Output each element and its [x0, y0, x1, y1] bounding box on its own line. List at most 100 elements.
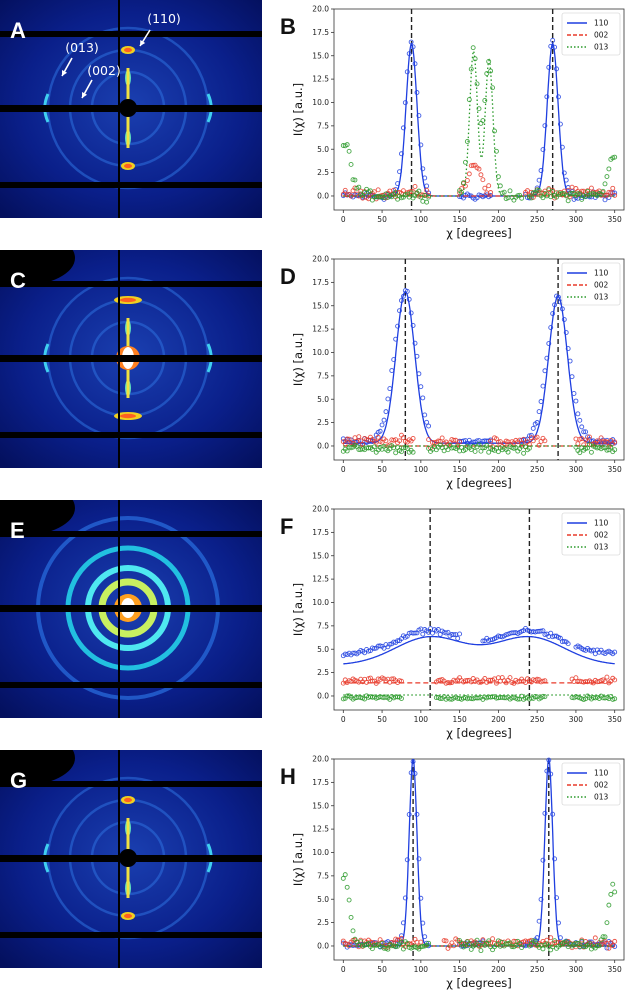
data-point-013 — [532, 694, 538, 699]
x-tick-label: 150 — [452, 965, 467, 974]
data-point-013 — [565, 198, 571, 204]
data-point-013 — [379, 940, 385, 946]
detector-gap — [0, 531, 262, 537]
data-point-013 — [350, 928, 356, 934]
data-point-013 — [587, 941, 592, 946]
data-point-002 — [548, 935, 554, 941]
data-point-013 — [507, 940, 513, 946]
y-axis-label: I(χ) [a.u.] — [291, 583, 305, 636]
data-point-013 — [437, 696, 443, 702]
data-point-013 — [563, 939, 569, 945]
legend-label: 110 — [594, 269, 609, 278]
data-point-110 — [542, 123, 548, 129]
data-point-110 — [395, 638, 401, 644]
data-point-013 — [569, 191, 575, 196]
y-tick-label: 10.0 — [312, 598, 329, 607]
data-point-002 — [612, 938, 618, 944]
data-point-110 — [377, 643, 383, 649]
x-tick-label: 0 — [341, 215, 346, 224]
data-point-013 — [348, 914, 354, 920]
data-point-013 — [552, 938, 558, 944]
legend-label: 002 — [594, 531, 609, 540]
x-tick-label: 350 — [608, 965, 623, 974]
detector-gap-vertical — [118, 500, 120, 718]
data-point-110 — [445, 629, 451, 635]
data-point-002 — [573, 675, 579, 681]
data-point-110 — [542, 632, 548, 637]
data-point-013 — [470, 45, 476, 51]
data-point-002 — [534, 676, 540, 682]
data-point-002 — [397, 438, 402, 444]
data-point-013 — [461, 180, 466, 186]
data-point-013 — [530, 190, 536, 196]
legend-box — [561, 512, 621, 556]
data-point-110 — [395, 323, 401, 329]
x-tick-label: 50 — [377, 465, 387, 474]
data-point-013 — [594, 943, 600, 949]
data-point-110 — [385, 396, 391, 402]
y-tick-label: 2.5 — [317, 918, 329, 927]
data-point-013 — [468, 66, 474, 72]
data-point-002 — [358, 438, 364, 444]
data-point-110 — [416, 856, 422, 862]
x-tick-label: 0 — [341, 965, 346, 974]
detector-gap — [0, 682, 262, 688]
data-point-013 — [608, 444, 614, 450]
data-point-002 — [346, 436, 352, 442]
reflection-label: (002) — [87, 63, 121, 78]
data-point-110 — [387, 386, 393, 392]
data-point-002 — [426, 437, 432, 443]
data-point-013 — [476, 943, 482, 948]
plot-frame — [333, 8, 625, 211]
data-point-002 — [451, 437, 457, 443]
data-point-110 — [480, 638, 486, 644]
data-point-002 — [480, 937, 486, 943]
data-point-013 — [480, 445, 486, 451]
data-point-013 — [356, 184, 362, 190]
data-point-110 — [528, 432, 534, 438]
data-point-013 — [346, 897, 352, 903]
data-point-013 — [350, 177, 356, 183]
data-point-002 — [478, 172, 484, 178]
data-point-110 — [383, 409, 389, 415]
data-point-013 — [604, 920, 610, 926]
data-point-002 — [534, 434, 540, 440]
legend-label: 002 — [594, 281, 609, 290]
data-point-110 — [377, 428, 383, 434]
meridional-spot-core — [124, 913, 132, 919]
y-tick-label: 10.0 — [312, 348, 329, 357]
data-point-002 — [587, 434, 592, 440]
data-point-002 — [356, 434, 362, 440]
y-tick-label: 20.0 — [312, 5, 329, 14]
data-point-002 — [569, 184, 575, 190]
data-point-110 — [540, 147, 546, 153]
data-point-110 — [418, 895, 424, 901]
data-point-002 — [604, 439, 610, 445]
data-point-002 — [490, 936, 496, 942]
data-point-013 — [600, 188, 606, 194]
data-point-013 — [612, 154, 618, 160]
y-tick-label: 20.0 — [312, 255, 329, 264]
data-point-110 — [420, 395, 426, 401]
data-point-002 — [608, 190, 614, 196]
data-point-110 — [538, 399, 544, 404]
y-tick-label: 17.5 — [312, 528, 329, 537]
x-tick-label: 200 — [491, 965, 506, 974]
data-point-013 — [526, 445, 532, 451]
data-point-002 — [412, 184, 418, 189]
legend-label: 013 — [594, 43, 609, 52]
y-tick-label: 7.5 — [317, 621, 329, 630]
data-point-110 — [416, 113, 422, 119]
data-point-013 — [420, 198, 426, 204]
legend-label: 002 — [594, 781, 609, 790]
data-point-013 — [410, 449, 416, 455]
y-tick-label: 5.0 — [317, 395, 329, 404]
panel-letter: F — [280, 514, 293, 539]
data-point-110 — [577, 417, 583, 423]
data-point-110 — [563, 330, 569, 335]
data-point-002 — [507, 675, 513, 681]
data-point-110 — [575, 411, 581, 417]
plot-frame — [333, 258, 625, 461]
data-point-002 — [610, 185, 616, 191]
data-point-013 — [466, 941, 472, 946]
